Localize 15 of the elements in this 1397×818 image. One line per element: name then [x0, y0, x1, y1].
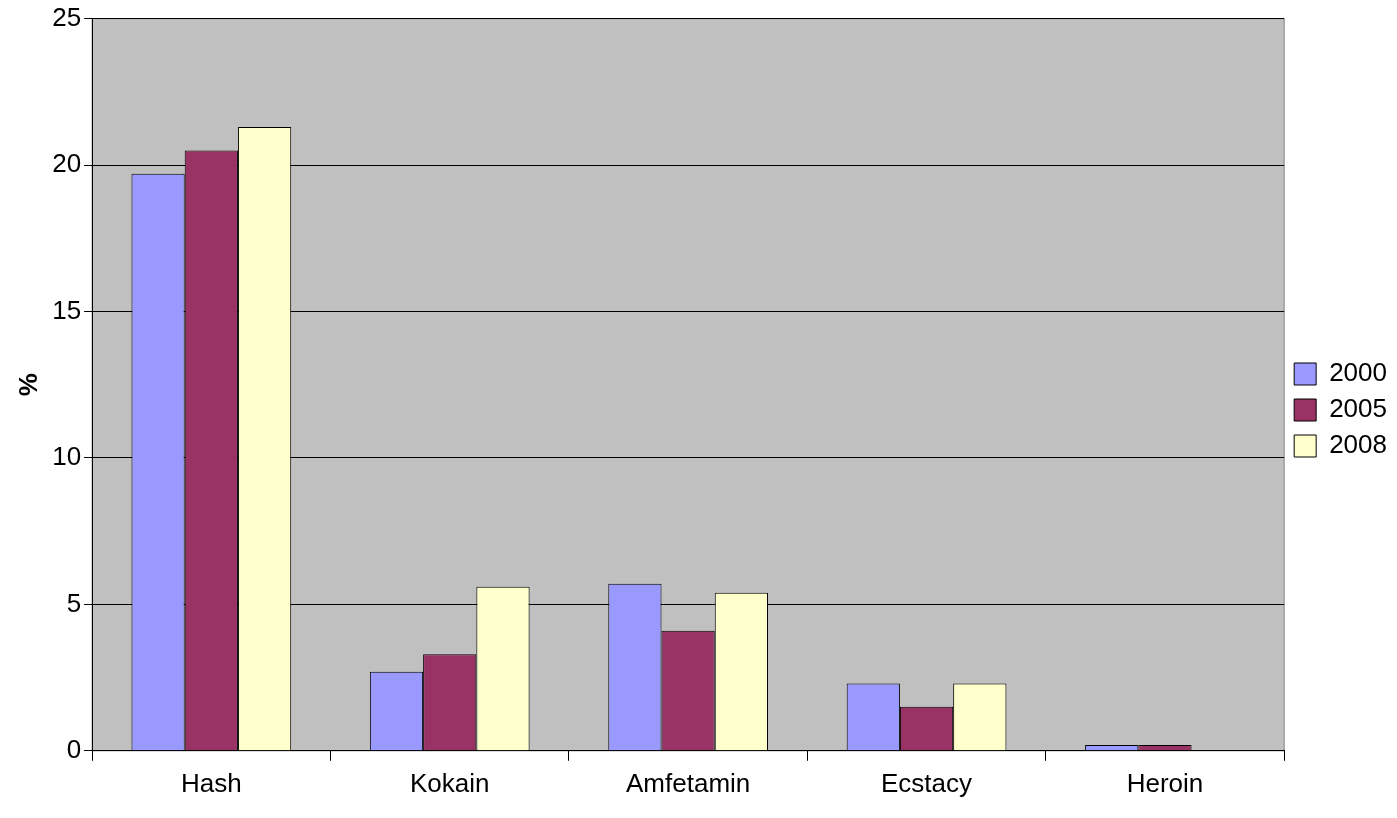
x-tick-label: Heroin [1126, 767, 1204, 798]
legend-label: 2008 [1329, 429, 1387, 460]
x-tick-label: Kokain [409, 767, 490, 798]
y-tick-label: 25 [52, 1, 82, 32]
y-tick-label: 0 [66, 733, 82, 764]
legend-label: 2000 [1329, 357, 1387, 388]
x-tick-label: Hash [180, 767, 242, 798]
x-tick-label: Ecstacy [881, 767, 973, 798]
y-tick-label: 10 [52, 441, 82, 472]
y-tick-label: 5 [66, 587, 82, 618]
x-tick-label: Amfetamin [626, 767, 751, 798]
y-tick-label: 20 [52, 148, 82, 179]
legend-label: 2005 [1329, 393, 1387, 424]
y-axis-title: % [12, 373, 43, 397]
y-tick-label: 15 [52, 294, 82, 325]
